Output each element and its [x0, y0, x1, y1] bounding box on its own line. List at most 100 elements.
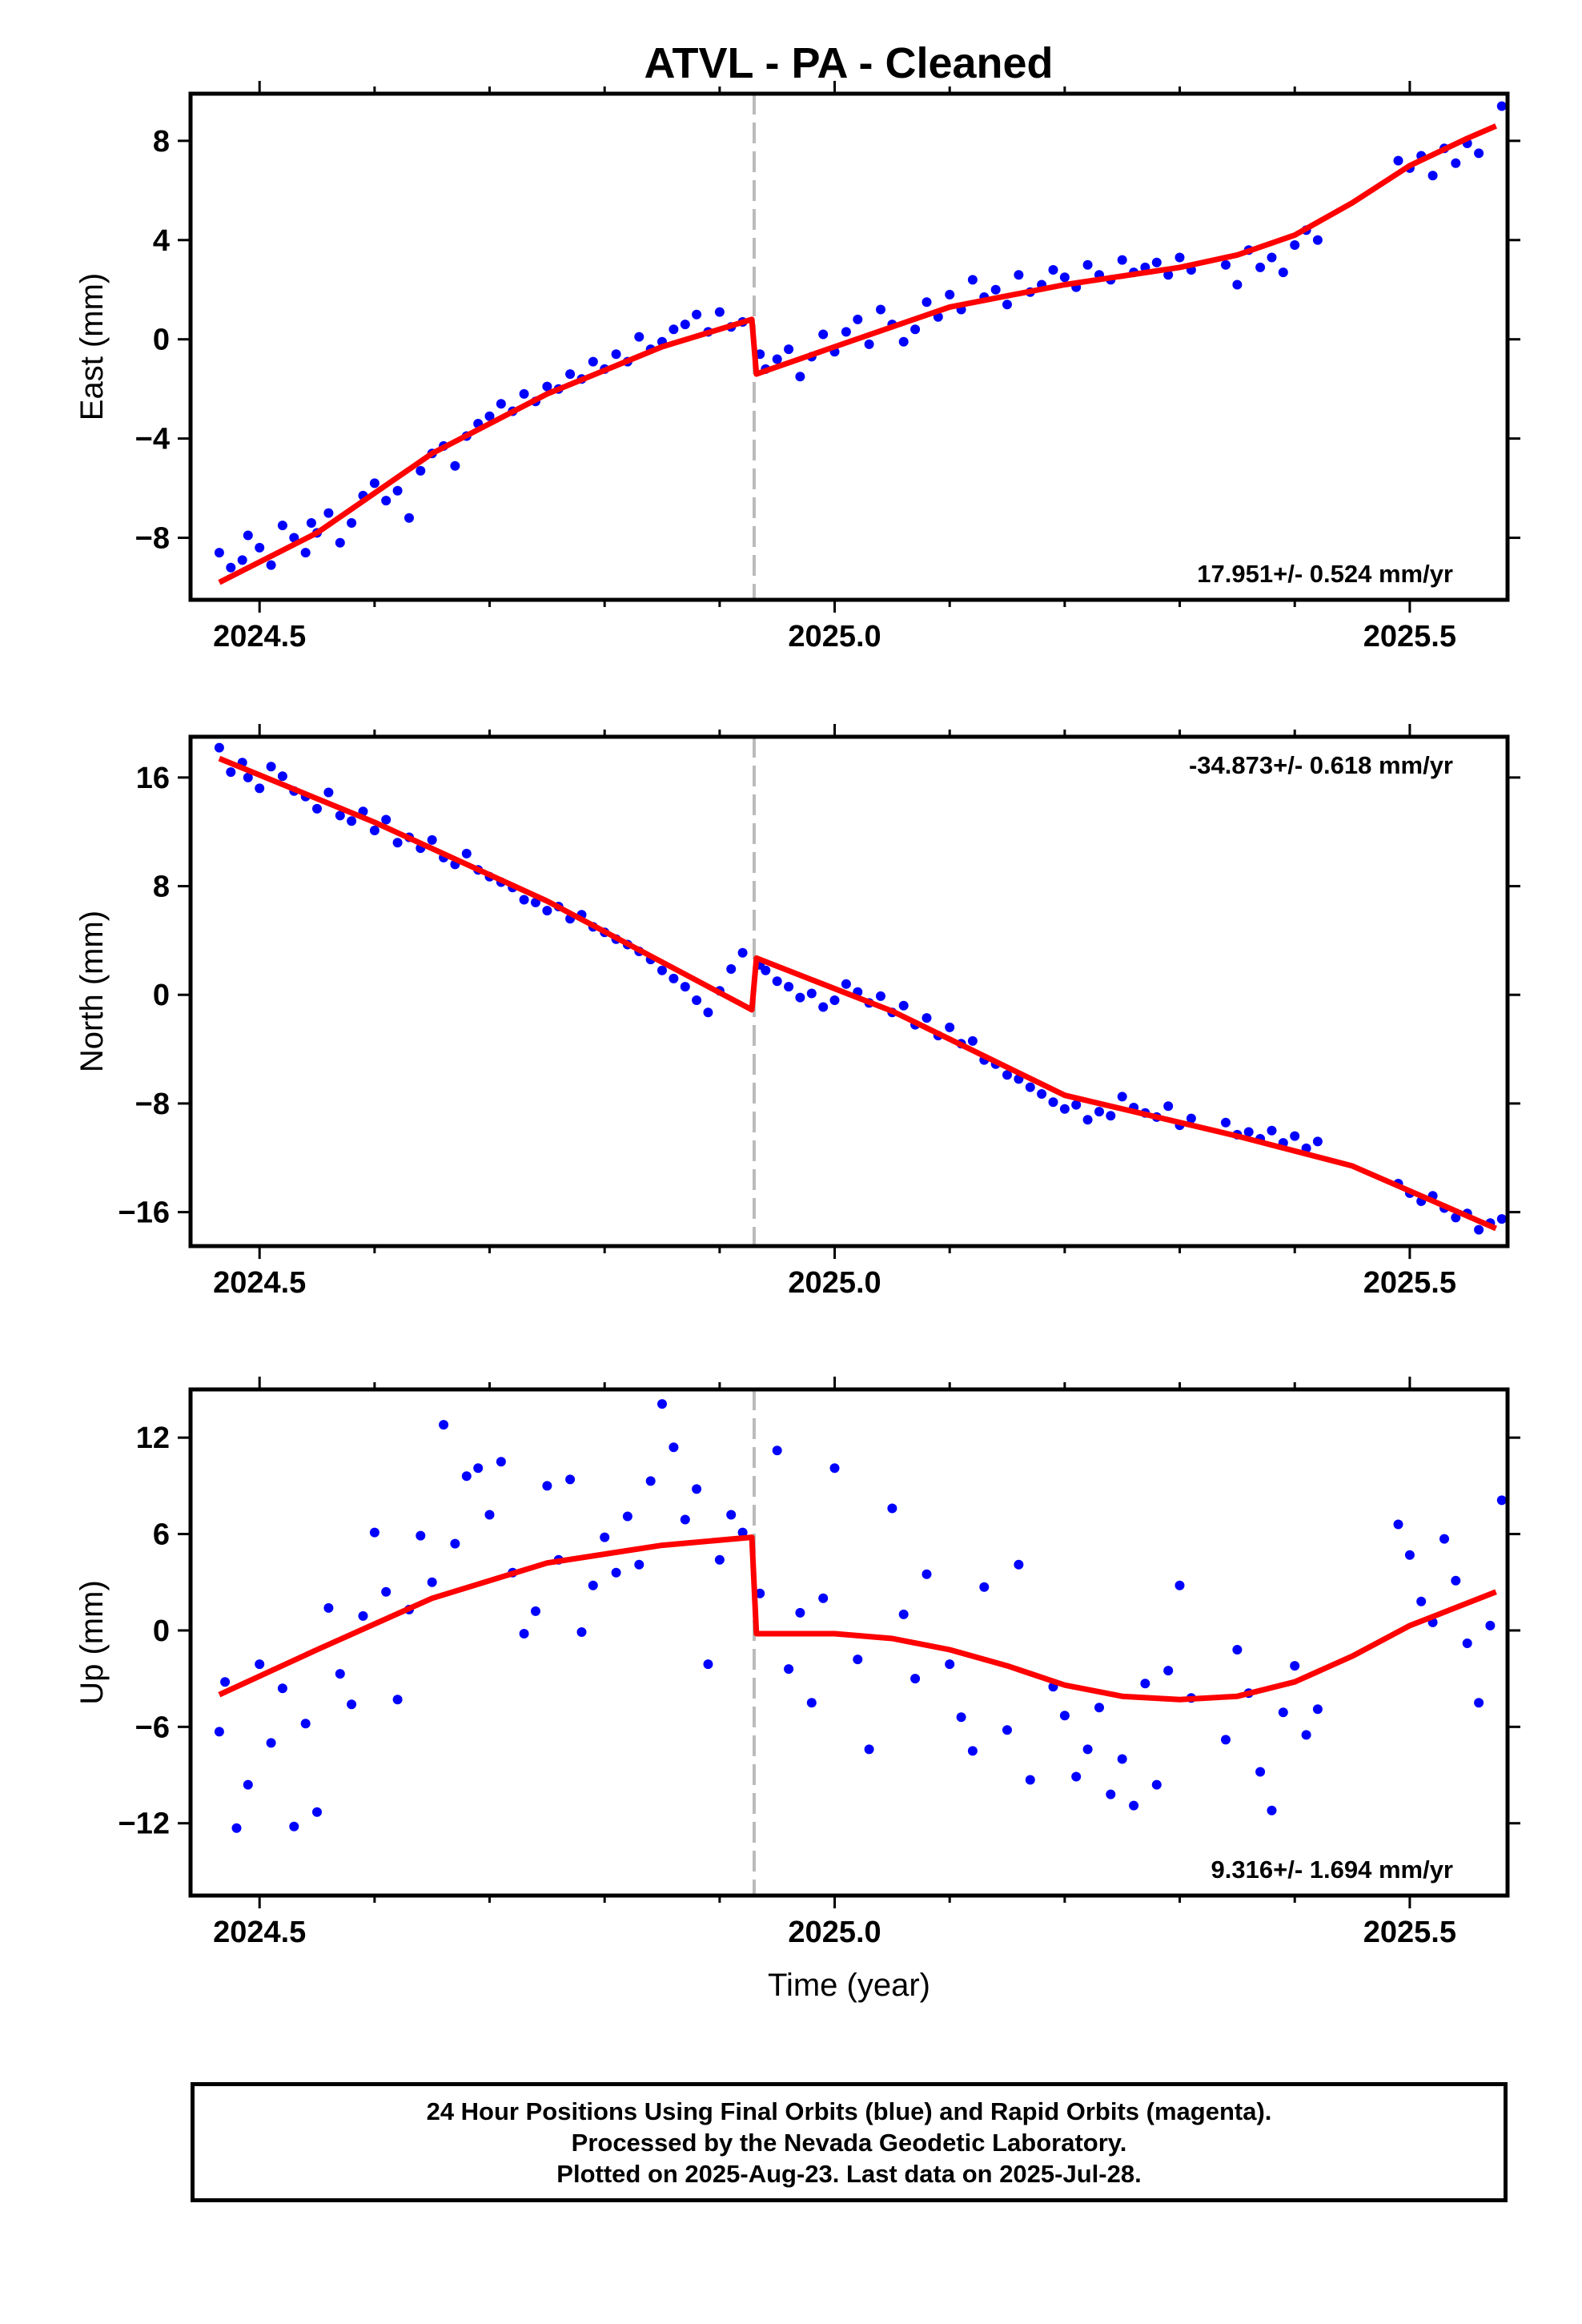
up-data-point — [755, 1588, 765, 1598]
east-data-point — [714, 307, 725, 317]
up-data-point — [1496, 1495, 1507, 1506]
north-data-point — [967, 1035, 978, 1046]
up-data-point — [887, 1503, 897, 1514]
east-data-point — [784, 344, 794, 355]
up-data-point — [818, 1593, 829, 1603]
up-data-point — [1174, 1580, 1185, 1590]
east-data-point — [266, 560, 276, 570]
east-data-point — [1232, 279, 1243, 290]
north-y-tick-label: 16 — [136, 762, 170, 795]
east-data-point — [1048, 265, 1058, 275]
east-data-point — [634, 332, 644, 342]
up-data-point — [979, 1582, 990, 1592]
north-data-point — [1059, 1104, 1070, 1114]
east-data-point — [1002, 300, 1012, 310]
north-data-point — [519, 895, 529, 905]
north-data-point — [323, 787, 334, 798]
east-data-point — [680, 320, 690, 330]
east-data-point — [1174, 252, 1185, 263]
east-data-point — [864, 339, 874, 349]
east-data-point — [542, 381, 552, 392]
up-data-point — [450, 1538, 460, 1549]
east-data-point — [1255, 262, 1266, 272]
up-data-point — [220, 1677, 231, 1687]
up-y-tick-label: −6 — [135, 1711, 170, 1744]
up-data-point — [910, 1674, 921, 1684]
east-data-point — [1117, 255, 1127, 265]
up-data-point — [231, 1823, 242, 1833]
up-data-point — [542, 1481, 552, 1491]
up-data-point — [1151, 1779, 1162, 1790]
up-data-point — [703, 1659, 713, 1670]
east-data-point — [692, 309, 702, 320]
up-data-point — [784, 1664, 794, 1675]
north-data-point — [1312, 1136, 1323, 1147]
east-data-point — [1496, 101, 1507, 111]
up-data-point — [1255, 1767, 1266, 1777]
east-data-point — [255, 542, 265, 553]
north-y-tick-label: −8 — [135, 1088, 170, 1121]
north-plot-frame — [188, 734, 1510, 1248]
north-data-point — [876, 991, 885, 1001]
up-data-point — [531, 1606, 540, 1616]
up-data-point — [266, 1738, 276, 1748]
north-x-tick-label: 2025.0 — [788, 1266, 881, 1300]
north-data-point — [841, 979, 851, 989]
north-data-point — [726, 964, 737, 974]
east-fit-line — [218, 123, 1497, 585]
east-data-point — [1427, 171, 1438, 181]
up-data-point — [1290, 1661, 1300, 1671]
up-data-point — [1462, 1638, 1472, 1648]
east-data-point — [853, 314, 863, 324]
up-x-axis-label: Time (year) — [768, 1968, 930, 2003]
east-data-point — [1014, 270, 1024, 280]
up-data-point — [358, 1610, 368, 1621]
east-data-point — [1474, 148, 1484, 159]
east-data-point — [306, 518, 316, 528]
north-data-point — [1496, 1214, 1507, 1224]
up-data-point — [1267, 1805, 1277, 1815]
north-data-point — [657, 965, 667, 975]
north-data-point — [277, 771, 287, 782]
up-data-point — [1014, 1559, 1024, 1570]
up-data-point — [945, 1659, 955, 1670]
up-data-point — [1393, 1519, 1403, 1530]
east-data-point — [289, 533, 299, 543]
footer-line-1: 24 Hour Positions Using Final Orbits (bl… — [426, 2097, 1272, 2125]
north-fit-line — [218, 755, 1497, 1232]
east-x-tick-label: 2025.0 — [788, 620, 881, 653]
up-data-point — [312, 1807, 322, 1817]
north-x-tick-label: 2025.5 — [1363, 1266, 1456, 1300]
east-data-point — [669, 324, 679, 335]
north-y-tick-label: 8 — [153, 870, 170, 904]
east-y-tick-label: −4 — [135, 423, 170, 456]
east-data-point — [1163, 270, 1174, 280]
north-data-point — [1451, 1212, 1461, 1223]
up-data-point — [1451, 1575, 1461, 1586]
north-y-tick-label: 0 — [153, 979, 170, 1012]
east-y-tick-label: 0 — [153, 324, 170, 357]
east-data-point — [990, 284, 1001, 295]
up-data-point — [657, 1399, 667, 1409]
east-data-point — [588, 356, 598, 367]
east-plot-frame — [188, 91, 1510, 602]
up-x-tick-label: 2024.5 — [213, 1916, 306, 1949]
north-data-point — [1002, 1070, 1012, 1080]
up-data-point — [1163, 1666, 1174, 1676]
up-data-point — [1416, 1596, 1427, 1606]
east-data-point — [818, 329, 829, 340]
east-data-point — [237, 555, 247, 565]
north-data-point — [1186, 1113, 1196, 1124]
east-y-axis-label: East (mm) — [74, 273, 110, 420]
north-data-point — [818, 1002, 829, 1012]
north-data-point — [921, 1013, 932, 1023]
panel-up: 12 6 0 −6 −12 2024.5 2025.0 2025.5 Up (mm) Time (… — [74, 1377, 1520, 2003]
north-y-axis-label: North (mm) — [74, 911, 110, 1072]
east-data-point — [1151, 257, 1162, 267]
up-data-point — [726, 1510, 737, 1520]
up-data-point — [1474, 1698, 1484, 1708]
up-data-point — [277, 1683, 287, 1694]
north-data-point — [1290, 1131, 1300, 1141]
up-data-point — [622, 1511, 632, 1522]
